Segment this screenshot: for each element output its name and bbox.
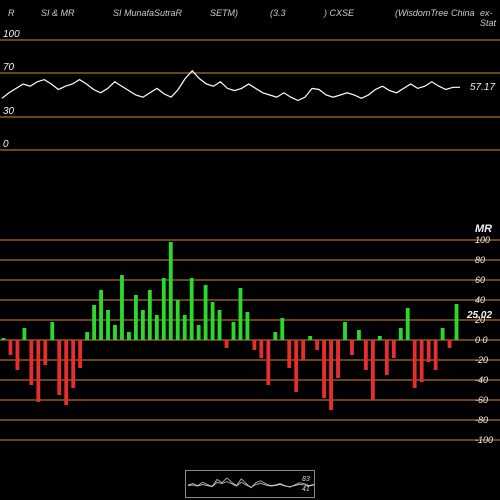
- svg-text:-100: -100: [475, 435, 493, 445]
- svg-text:-80: -80: [475, 415, 488, 425]
- mr-panel: 100806040200 0-20-40-60-80-100MR25.02: [0, 0, 500, 500]
- thumbnail-chart: 8341: [185, 470, 315, 498]
- svg-text:MR: MR: [475, 223, 492, 235]
- svg-text:83: 83: [302, 476, 310, 483]
- svg-text:80: 80: [475, 255, 485, 265]
- svg-text:60: 60: [475, 275, 485, 285]
- svg-text:100: 100: [475, 235, 490, 245]
- svg-text:-20: -20: [475, 355, 488, 365]
- svg-text:25.02: 25.02: [466, 310, 492, 321]
- svg-text:0 0: 0 0: [475, 335, 488, 345]
- svg-text:40: 40: [475, 295, 485, 305]
- svg-text:-40: -40: [475, 375, 488, 385]
- svg-text:41: 41: [302, 486, 310, 493]
- svg-text:-60: -60: [475, 395, 488, 405]
